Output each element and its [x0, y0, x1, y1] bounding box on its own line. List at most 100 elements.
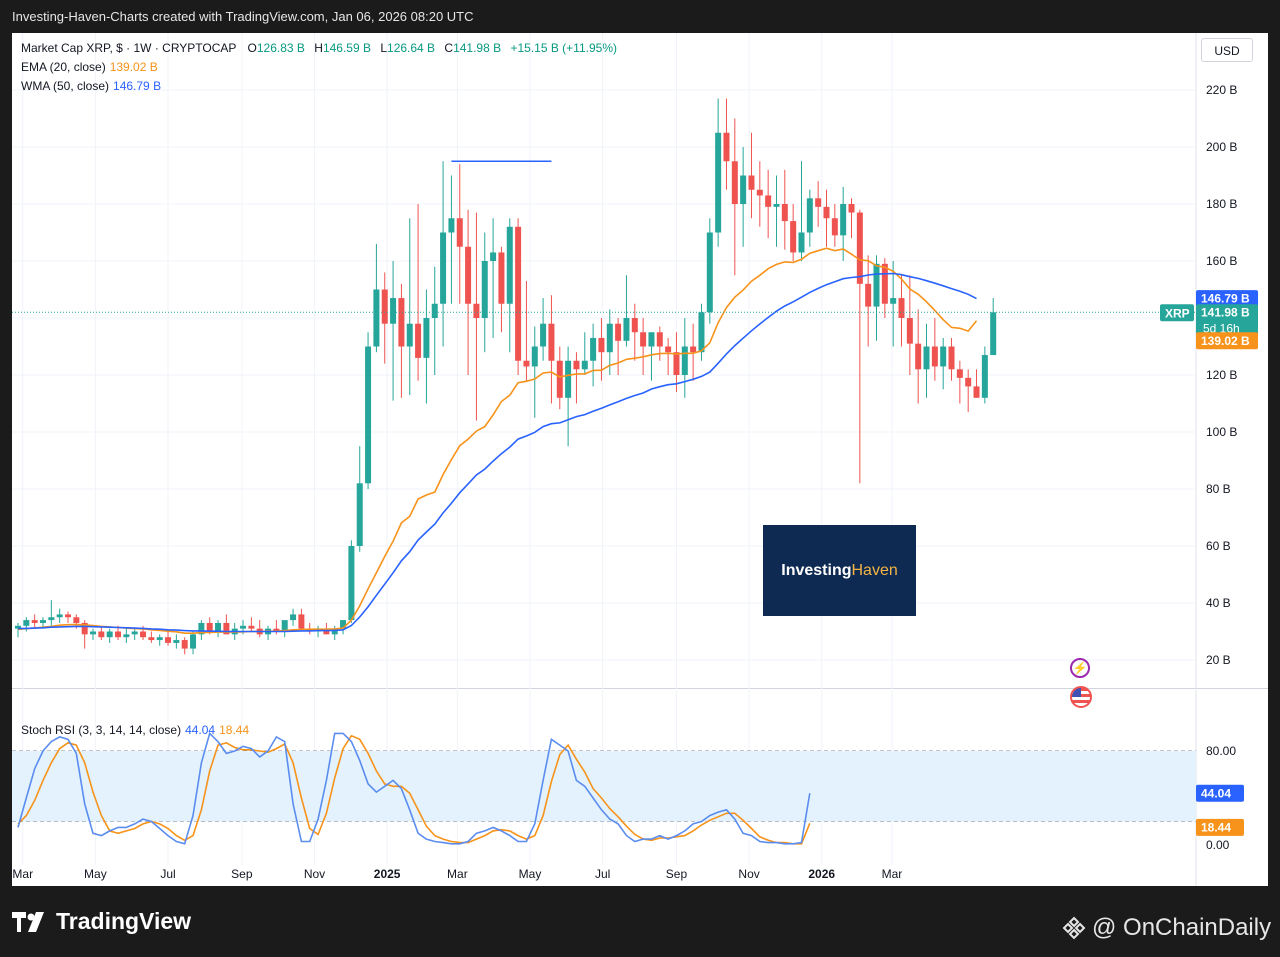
candle-body: [506, 226, 513, 304]
candle-body: [798, 232, 805, 253]
candle-body: [115, 631, 122, 638]
candle-body: [990, 312, 997, 356]
candle-body: [40, 620, 47, 623]
candle-body: [940, 346, 947, 367]
candle-body: [431, 303, 438, 318]
price-tick-label: 220 B: [1206, 83, 1237, 97]
candle-body: [406, 323, 413, 347]
candle-body: [706, 232, 713, 313]
legend-low-label: L: [380, 41, 388, 55]
candle-body: [90, 631, 97, 635]
legend-ema[interactable]: EMA (20, close) 139.02 B: [21, 60, 158, 74]
stoch-tick-label: 80.00: [1206, 744, 1236, 758]
candle-body: [181, 640, 188, 649]
currency-button[interactable]: USD: [1201, 38, 1253, 62]
close-price-tag-bg: [1196, 304, 1258, 339]
candle-body: [390, 298, 397, 324]
candle-body: [965, 377, 972, 387]
candle-body: [590, 337, 597, 361]
candle-body: [298, 614, 305, 629]
candle-body: [673, 352, 680, 375]
stoch-k-tag: 44.04: [1201, 786, 1231, 800]
time-tick-label: Sep: [666, 867, 688, 881]
countdown-tag: 5d 16h: [1203, 321, 1240, 335]
legend-ema-value: 139.02 B: [109, 60, 158, 74]
candle-body: [106, 631, 113, 638]
candle-body: [923, 346, 930, 370]
candle-body: [581, 360, 588, 370]
candle-body: [806, 198, 813, 233]
candle-body: [165, 637, 172, 643]
legend-wma-name: WMA (50, close): [21, 79, 110, 93]
candle-body: [665, 346, 672, 353]
stoch-d-tag-bg: [1196, 818, 1244, 836]
candle-body: [465, 246, 472, 304]
candle-body: [373, 289, 380, 347]
stoch-d-tag: 18.44: [1201, 820, 1231, 834]
candle-body: [223, 622, 230, 635]
legend-high-label: H: [314, 41, 323, 55]
legend-stoch[interactable]: Stoch RSI (3, 3, 14, 14, close) 44.04 18.4…: [21, 723, 249, 737]
candle-body: [598, 337, 605, 353]
wma-price-tag-bg: [1196, 290, 1258, 308]
candle-body: [123, 634, 130, 638]
candle-body: [15, 625, 21, 629]
legend-stoch-name: Stoch RSI (3, 3, 14, 14, close): [21, 723, 182, 737]
candle-body: [723, 132, 730, 162]
candle-body: [848, 204, 855, 213]
time-tick-label: Jul: [160, 867, 175, 881]
candle-body: [490, 252, 497, 261]
price-tick-label: 200 B: [1206, 140, 1237, 154]
candle-body: [381, 289, 388, 324]
candle-body: [481, 261, 488, 318]
indicator-lines: [12, 160, 1196, 845]
logo-word-haven: Haven: [851, 561, 898, 579]
tradingview-brand: TradingView: [56, 908, 192, 934]
legend-stoch-d: 18.44: [219, 723, 250, 737]
legend-close-label: C: [444, 41, 454, 55]
candle-body: [423, 318, 430, 358]
time-tick-label: Jul: [595, 867, 610, 881]
price-tick-label: 20 B: [1206, 653, 1231, 667]
time-tick-label: Nov: [738, 867, 759, 881]
candle-body: [890, 298, 897, 304]
candle-body: [148, 637, 155, 641]
candle-body: [440, 232, 447, 304]
candle-body: [248, 625, 255, 629]
onchaindaily-watermark: @ OnChainDaily: [1062, 914, 1271, 942]
time-tick-label: May: [84, 867, 107, 881]
tradingview-logo-icon: [12, 911, 44, 932]
candle-body: [306, 628, 313, 632]
time-tick-label: Mar: [12, 867, 33, 881]
candle-body: [198, 622, 205, 635]
candle-body: [656, 332, 663, 347]
lightning-icon[interactable]: ⚡: [1070, 658, 1090, 678]
candle-body: [898, 298, 905, 318]
time-tick-label: Mar: [882, 867, 903, 881]
candle-body: [48, 617, 55, 621]
candle-body: [540, 323, 547, 347]
candle-body: [473, 303, 480, 318]
candle-body: [981, 355, 988, 398]
time-tick-label: Sep: [231, 867, 253, 881]
legend-ema-name: EMA (20, close): [21, 60, 106, 74]
candle-body: [548, 323, 555, 361]
candle-body: [823, 206, 830, 219]
legend-symbol[interactable]: Market Cap XRP, $ · 1W · CRYPTOCAP: [21, 41, 237, 55]
candle-body: [906, 318, 913, 344]
candle-body: [690, 346, 697, 353]
price-tick-label: 40 B: [1206, 596, 1231, 610]
us-flag-icon[interactable]: [1070, 686, 1092, 708]
candle-body: [290, 614, 297, 621]
candle-body: [648, 332, 655, 347]
price-tick-label: 120 B: [1206, 368, 1237, 382]
legend-open-label: O: [247, 41, 257, 55]
candle-body: [573, 360, 580, 370]
legend-wma[interactable]: WMA (50, close) 146.79 B: [21, 79, 161, 93]
candle-body: [873, 263, 880, 307]
close-price-tag: 141.98 B: [1201, 305, 1250, 319]
candle-body: [415, 323, 422, 358]
candle-body: [456, 218, 463, 247]
